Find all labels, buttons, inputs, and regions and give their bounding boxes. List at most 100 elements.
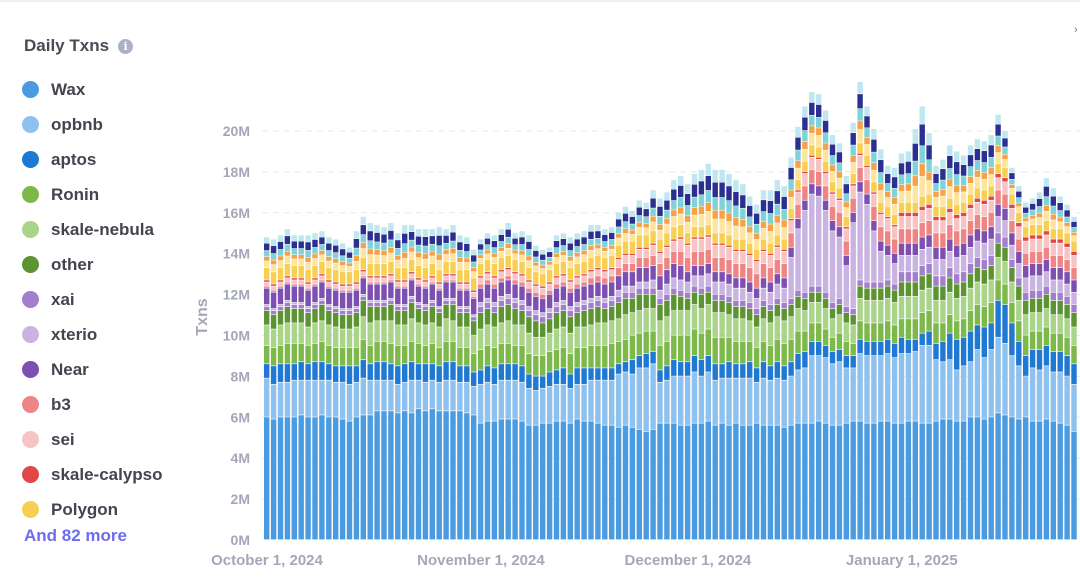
bar-segment-more-0 bbox=[305, 262, 311, 270]
bar-segment-aptos bbox=[477, 370, 484, 384]
bar-segment-more-3 bbox=[954, 162, 960, 175]
bar-segment-more-4 bbox=[270, 239, 277, 246]
bar-segment-xai bbox=[450, 300, 456, 305]
bar-segment-more-3 bbox=[981, 151, 987, 163]
bar-segment-more-3 bbox=[415, 236, 422, 245]
expand-icon[interactable]: › bbox=[1074, 24, 1078, 36]
bar-segment-b3 bbox=[1023, 253, 1029, 266]
bar-segment-xai bbox=[850, 308, 856, 315]
bar-segment-b3 bbox=[733, 263, 739, 278]
bar-segment-sei bbox=[788, 220, 794, 233]
bar-segment-other bbox=[878, 288, 884, 301]
legend-item-aptos[interactable]: aptos bbox=[22, 142, 163, 177]
bar-segment-more-2 bbox=[933, 183, 939, 192]
legend-item-wax[interactable]: Wax bbox=[22, 72, 163, 107]
legend-item-ronin[interactable]: Ronin bbox=[22, 177, 163, 212]
legend-item-opbnb[interactable]: opbnb bbox=[22, 107, 163, 142]
bar-segment-sei bbox=[919, 210, 925, 223]
bar-segment-other bbox=[346, 315, 353, 329]
bar-segment-b3 bbox=[312, 284, 318, 286]
bar-segment-more-1 bbox=[595, 244, 601, 249]
bar-segment-skale-nebula bbox=[629, 313, 636, 335]
bar-segment-xterio bbox=[1057, 280, 1063, 292]
legend-item-sei[interactable]: sei bbox=[22, 422, 163, 457]
bar-segment-skale-nebula bbox=[333, 327, 339, 348]
bar-segment-b3 bbox=[319, 280, 325, 282]
info-icon[interactable]: i bbox=[118, 38, 134, 54]
bar-segment-wax bbox=[671, 423, 677, 540]
bar-segment-opbnb bbox=[436, 382, 442, 411]
bar-segment-opbnb bbox=[684, 376, 691, 425]
bar-segment-more-4 bbox=[333, 239, 339, 246]
bar-segment-polygon bbox=[505, 255, 511, 268]
bar-segment-wax bbox=[753, 423, 760, 540]
bar-segment-sei bbox=[588, 272, 594, 278]
bar-segment-near bbox=[912, 243, 918, 256]
bar-segment-skale-calypso bbox=[360, 270, 366, 272]
bar-segment-wax bbox=[954, 421, 960, 540]
bar-segment-more-1 bbox=[450, 248, 456, 254]
bar-segment-xterio bbox=[526, 306, 532, 311]
bar-segment-aptos bbox=[954, 339, 960, 370]
bar-segment-opbnb bbox=[781, 380, 787, 427]
legend-item-xai[interactable]: xai bbox=[22, 282, 163, 317]
legend-item-skale-calypso[interactable]: skale-calypso bbox=[22, 457, 163, 492]
bar-segment-b3 bbox=[388, 280, 394, 282]
bar-segment-more-2 bbox=[484, 244, 491, 250]
legend-more-link[interactable]: And 82 more bbox=[24, 526, 127, 545]
bar-segment-xterio bbox=[560, 300, 567, 305]
bar-segment-xterio bbox=[636, 282, 642, 288]
bar-segment-xterio bbox=[733, 288, 739, 301]
bar-segment-aptos bbox=[346, 366, 353, 384]
bar-segment-wax bbox=[788, 425, 794, 540]
bar-segment-skale-nebula bbox=[270, 329, 277, 348]
bar-segment-ronin bbox=[705, 329, 711, 356]
bar-segment-near bbox=[816, 186, 822, 196]
bar-segment-near bbox=[1023, 265, 1029, 278]
bar-segment-opbnb bbox=[595, 380, 601, 423]
bar-segment-skale-nebula bbox=[581, 327, 587, 348]
bar-segment-xterio bbox=[767, 292, 774, 305]
bar-segment-skale-calypso bbox=[891, 225, 898, 227]
bar-segment-more-3 bbox=[622, 213, 629, 222]
bar-segment-b3 bbox=[767, 268, 774, 282]
legend-item-polygon[interactable]: Polygon bbox=[22, 492, 163, 527]
bar-segment-wax bbox=[408, 413, 415, 540]
bar-segment-aptos bbox=[498, 364, 504, 380]
legend-item-near[interactable]: Near bbox=[22, 352, 163, 387]
bar-segment-xai bbox=[622, 292, 629, 299]
bar-segment-more-2 bbox=[664, 210, 670, 219]
bar-segment-opbnb bbox=[305, 380, 311, 417]
bar-segment-other bbox=[1002, 247, 1008, 262]
legend-item-xterio[interactable]: xterio bbox=[22, 317, 163, 352]
bar-segment-opbnb bbox=[546, 386, 553, 423]
bar-segment-aptos bbox=[291, 364, 297, 380]
bar-segment-more-1 bbox=[381, 250, 387, 256]
bar-segment-aptos bbox=[326, 364, 332, 380]
bar-segment-sei bbox=[933, 220, 939, 233]
bar-segment-opbnb bbox=[395, 384, 401, 413]
legend-item-skale-nebula[interactable]: skale-nebula bbox=[22, 212, 163, 247]
bar-segment-more-1 bbox=[747, 226, 753, 233]
bar-segment-sei bbox=[1009, 208, 1015, 221]
bar-segment-other bbox=[1029, 298, 1036, 313]
bar-segment-xterio bbox=[664, 284, 670, 294]
bar-segment-wax bbox=[395, 413, 401, 540]
bar-segment-near bbox=[319, 282, 325, 299]
bar-segment-b3 bbox=[864, 180, 870, 194]
bar-segment-skale-nebula bbox=[767, 323, 774, 346]
bar-segment-more-1 bbox=[919, 164, 925, 177]
legend-item-other[interactable]: other bbox=[22, 247, 163, 282]
bar-segment-aptos bbox=[1071, 364, 1077, 384]
bar-segment-more-2 bbox=[712, 197, 718, 210]
bar-segment-more-1 bbox=[333, 259, 339, 263]
bar-segment-sei bbox=[905, 216, 912, 229]
legend-item-b3[interactable]: b3 bbox=[22, 387, 163, 422]
bar-segment-other bbox=[995, 243, 1001, 258]
bar-segment-xai bbox=[353, 308, 360, 313]
bar-segment-xterio bbox=[822, 210, 829, 292]
bar-segment-b3 bbox=[822, 186, 829, 200]
bar-segment-xterio bbox=[395, 304, 401, 307]
bar-segment-more-3 bbox=[864, 116, 870, 128]
bar-segment-near bbox=[719, 272, 725, 282]
